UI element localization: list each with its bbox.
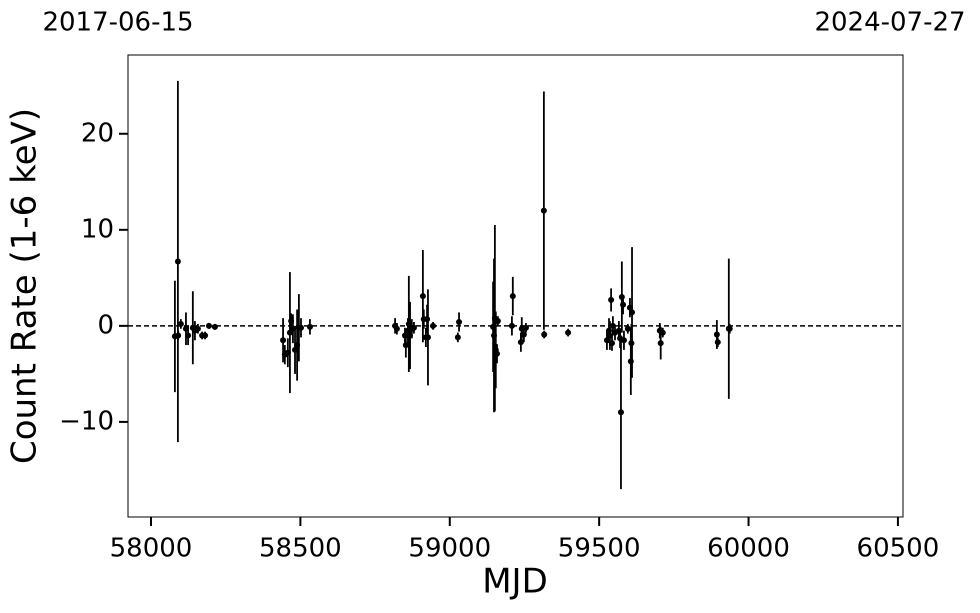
data-point (494, 318, 501, 325)
top-date-label: 2024-07-27 (814, 8, 965, 38)
x-tick-label: 58000 (110, 534, 193, 564)
data-point (194, 325, 201, 332)
data-point (713, 331, 720, 338)
data-point (620, 301, 627, 308)
x-tick-label: 59500 (558, 534, 641, 564)
data-point (430, 322, 437, 329)
data-point (424, 334, 431, 341)
data-point (657, 340, 664, 347)
plot-frame (127, 54, 904, 518)
x-tick-label: 58500 (259, 534, 342, 564)
data-point (509, 293, 516, 300)
x-axis-label: MJD (482, 562, 548, 602)
data-point (419, 293, 426, 300)
data-point (608, 296, 615, 303)
y-tick-label: 20 (81, 118, 114, 148)
data-point (175, 332, 182, 339)
data-point (726, 325, 733, 332)
data-point (628, 340, 635, 347)
data-point (618, 294, 625, 301)
y-axis-label: Count Rate (1-6 keV) (5, 108, 45, 464)
data-point (620, 337, 627, 344)
top-date-label: 2017-06-15 (42, 8, 193, 38)
y-tick-label: 10 (81, 214, 114, 244)
x-tick-label: 60000 (707, 534, 790, 564)
data-point (659, 329, 666, 336)
data-point (609, 340, 616, 347)
x-tick-label: 59000 (408, 534, 491, 564)
data-point (629, 309, 636, 316)
data-point (517, 339, 524, 346)
data-point (456, 319, 463, 326)
data-point (454, 334, 461, 341)
y-tick-label: 0 (97, 310, 114, 340)
data-point (565, 329, 572, 336)
data-point (174, 258, 181, 265)
data-point (211, 323, 218, 330)
data-point (202, 332, 209, 339)
data-point (410, 324, 417, 331)
y-tick-label: −10 (59, 406, 114, 436)
data-point (540, 207, 547, 214)
data-point (522, 324, 529, 331)
data-point (520, 331, 527, 338)
data-point (541, 331, 548, 338)
data-point (306, 323, 313, 330)
data-point (714, 339, 721, 346)
x-tick-label: 60500 (857, 534, 940, 564)
data-point (402, 342, 409, 349)
data-point (493, 350, 500, 357)
data-point (617, 409, 624, 416)
data-point (624, 325, 631, 332)
data-point (393, 325, 400, 332)
data-point (280, 337, 287, 344)
data-point (205, 322, 212, 329)
data-point (177, 320, 184, 327)
data-point (185, 332, 192, 339)
data-point (508, 322, 515, 329)
data-point (297, 324, 304, 331)
